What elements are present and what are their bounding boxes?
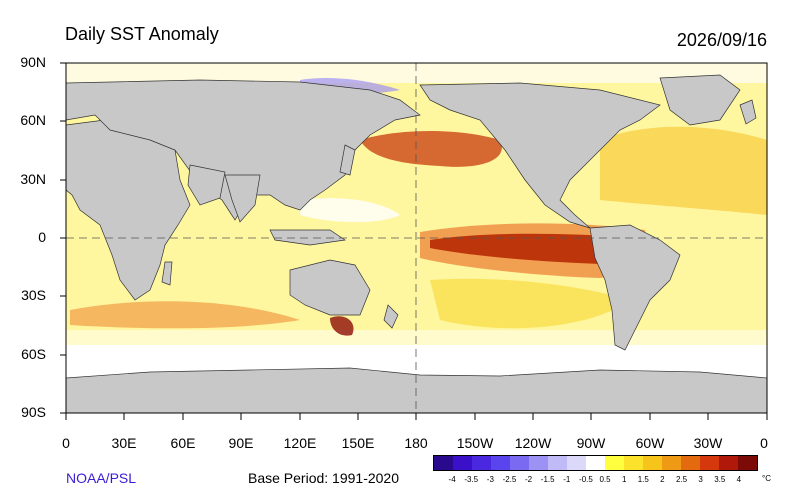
map-title: Daily SST Anomaly bbox=[65, 24, 219, 44]
y-tick-label: 30N bbox=[20, 171, 46, 187]
colorbar-swatch bbox=[453, 456, 472, 470]
arctic-band bbox=[66, 63, 767, 83]
x-tick-label: 150E bbox=[341, 435, 375, 451]
x-tick-label: 180 bbox=[404, 435, 428, 451]
colorbar-swatch bbox=[491, 456, 510, 470]
x-tick-label: 30E bbox=[111, 435, 137, 451]
colorbar-tick-label: 2.5 bbox=[675, 475, 688, 484]
x-tick-label: 120W bbox=[514, 435, 552, 451]
y-tick-label: 90S bbox=[21, 404, 46, 420]
colorbar-swatch bbox=[529, 456, 548, 470]
colorbar-tick-label: -3 bbox=[486, 475, 494, 484]
equatorial-pacific-halo bbox=[420, 223, 647, 278]
map-date: 2026/09/16 bbox=[676, 30, 767, 50]
madagascar-landmass bbox=[161, 261, 173, 286]
europe-asia-landmass bbox=[66, 79, 421, 221]
colorbar-tick-label: -2 bbox=[525, 475, 533, 484]
colorbar-swatch bbox=[738, 456, 757, 470]
north-america-landmass bbox=[419, 82, 661, 229]
colorbar-swatch bbox=[719, 456, 738, 470]
greenland-landmass bbox=[659, 74, 741, 126]
x-tick-label: 60W bbox=[635, 435, 665, 451]
x-tick-label: 0 bbox=[62, 435, 70, 451]
x-tick-label: 120E bbox=[283, 435, 317, 451]
india-landmass bbox=[224, 174, 261, 223]
y-tick-label: 60N bbox=[20, 112, 46, 128]
colorbar-tick-label: 4 bbox=[736, 475, 742, 484]
south-pacific-warm bbox=[430, 278, 630, 329]
colorbar-tick-label: 3.5 bbox=[714, 475, 726, 484]
antarctic-fringe bbox=[66, 330, 767, 345]
cool-patch-pacific bbox=[300, 198, 400, 223]
credit-label: NOAA/PSL bbox=[66, 470, 137, 486]
australia-landmass bbox=[289, 259, 371, 316]
colorbar-swatch bbox=[586, 456, 605, 470]
colorbar-swatch bbox=[510, 456, 529, 470]
colorbar-tick-label: 2 bbox=[660, 475, 665, 484]
x-tick-label: 0 bbox=[760, 435, 768, 451]
uk-landmass bbox=[739, 99, 757, 125]
y-tick-label: 60S bbox=[21, 346, 46, 362]
colorbar-swatch bbox=[472, 456, 491, 470]
north-pacific-anomaly bbox=[360, 131, 502, 167]
colorbar-swatch bbox=[681, 456, 700, 470]
colorbar-tick-label: -0.5 bbox=[579, 475, 593, 484]
x-tick-label: 60E bbox=[170, 435, 196, 451]
japan-landmass bbox=[339, 144, 356, 176]
colorbar-unit: °C bbox=[762, 474, 771, 483]
colorbar-tick-label: -4 bbox=[448, 475, 456, 484]
colorbar-swatch bbox=[643, 456, 662, 470]
colorbar-swatch bbox=[700, 456, 719, 470]
arabia-landmass bbox=[187, 164, 226, 206]
colorbar-tick-label: 3 bbox=[698, 475, 703, 484]
colorbar-swatch bbox=[548, 456, 567, 470]
north-atlantic-warm bbox=[600, 126, 767, 215]
southern-indian-warm bbox=[70, 301, 300, 329]
colorbar-tick-label: -3.5 bbox=[464, 475, 479, 484]
colorbar-swatch bbox=[567, 456, 586, 470]
colorbar-swatch bbox=[434, 456, 453, 470]
antarctica-landmass bbox=[66, 367, 767, 413]
y-tick-label: 90N bbox=[20, 54, 46, 70]
new-zealand-landmass bbox=[383, 304, 399, 329]
y-tick-label: 0 bbox=[38, 229, 46, 245]
tasman-anomaly bbox=[330, 316, 354, 336]
colorbar-swatch bbox=[624, 456, 643, 470]
colorbar-tick-label: 1 bbox=[621, 475, 627, 484]
south-america-landmass bbox=[589, 224, 681, 351]
x-tick-label: 90W bbox=[576, 435, 606, 451]
colorbar-tick-label: 1.5 bbox=[637, 475, 649, 484]
y-tick-label: 30S bbox=[21, 287, 46, 303]
land-masses bbox=[66, 74, 767, 413]
x-tick-label: 30W bbox=[693, 435, 723, 451]
colorbar-tick-label: -1 bbox=[563, 475, 571, 484]
base-period-label: Base Period: 1991-2020 bbox=[248, 470, 399, 486]
colorbar-swatch bbox=[605, 456, 624, 470]
x-tick-label: 90E bbox=[228, 435, 254, 451]
colorbar-swatch bbox=[662, 456, 681, 470]
axis-ticks bbox=[60, 62, 768, 420]
colorbar-tick-label: 0.5 bbox=[599, 475, 611, 484]
colorbar-tick-label: -1.5 bbox=[540, 475, 555, 484]
colorbar bbox=[433, 455, 758, 471]
x-tick-label: 150W bbox=[456, 435, 494, 451]
colorbar-tick-label: -2.5 bbox=[502, 475, 517, 484]
